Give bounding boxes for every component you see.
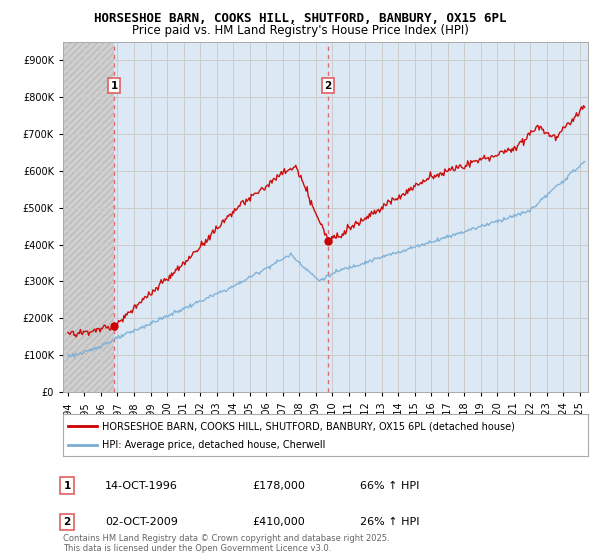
Text: 02-OCT-2009: 02-OCT-2009	[105, 517, 178, 527]
Text: 26% ↑ HPI: 26% ↑ HPI	[360, 517, 419, 527]
Text: 1: 1	[64, 480, 71, 491]
Text: 2: 2	[64, 517, 71, 527]
Bar	[63, 42, 114, 392]
Text: 14-OCT-1996: 14-OCT-1996	[105, 480, 178, 491]
Text: £178,000: £178,000	[252, 480, 305, 491]
Text: HORSESHOE BARN, COOKS HILL, SHUTFORD, BANBURY, OX15 6PL: HORSESHOE BARN, COOKS HILL, SHUTFORD, BA…	[94, 12, 506, 25]
Text: Price paid vs. HM Land Registry's House Price Index (HPI): Price paid vs. HM Land Registry's House …	[131, 24, 469, 37]
Text: 66% ↑ HPI: 66% ↑ HPI	[360, 480, 419, 491]
Text: 1: 1	[110, 81, 118, 91]
Text: £410,000: £410,000	[252, 517, 305, 527]
Text: HORSESHOE BARN, COOKS HILL, SHUTFORD, BANBURY, OX15 6PL (detached house): HORSESHOE BARN, COOKS HILL, SHUTFORD, BA…	[103, 421, 515, 431]
Text: HPI: Average price, detached house, Cherwell: HPI: Average price, detached house, Cher…	[103, 440, 326, 450]
Text: 2: 2	[325, 81, 332, 91]
Text: Contains HM Land Registry data © Crown copyright and database right 2025.
This d: Contains HM Land Registry data © Crown c…	[63, 534, 389, 553]
